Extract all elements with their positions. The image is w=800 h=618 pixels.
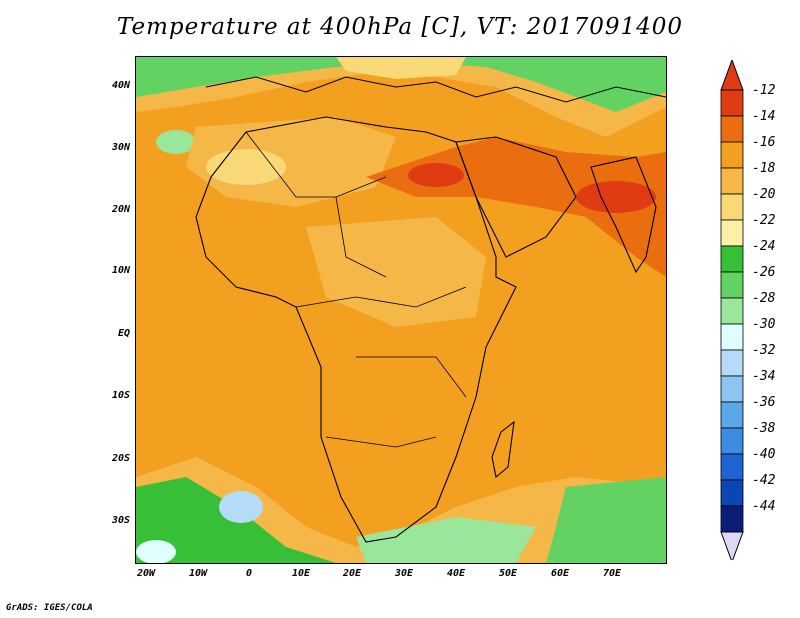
- lat-label-10s: 10S: [111, 390, 130, 401]
- colorbar-box: [720, 505, 744, 533]
- colorbar-level-label: -18: [752, 161, 776, 176]
- field-sahara-yellow: [206, 149, 286, 185]
- colorbar-level-label: -16: [752, 135, 776, 150]
- colorbar-box: [720, 245, 744, 273]
- colorbar: [720, 60, 744, 560]
- europe-coast: [205, 76, 666, 103]
- lat-label-30n: 30N: [111, 142, 130, 153]
- colorbar-box: [720, 89, 744, 117]
- lon-label-10w: 10W: [188, 568, 208, 579]
- colorbar-box: [720, 115, 744, 143]
- colorbar-level-label: -20: [752, 187, 776, 202]
- india-outline: [590, 156, 657, 274]
- field-south-green-center: [356, 517, 536, 563]
- madagascar-outline: [491, 420, 515, 479]
- colorbar-level-label: -36: [752, 395, 776, 410]
- colorbar-box: [720, 453, 744, 481]
- lon-label-60e: 60E: [550, 568, 570, 579]
- africa-outline: [195, 116, 517, 543]
- colorbar-bottom-arrow: [720, 531, 744, 560]
- lat-label-20s: 20S: [111, 453, 130, 464]
- arabia-outline: [455, 136, 577, 258]
- lat-label-40n: 40N: [111, 80, 130, 91]
- colorbar-box: [720, 427, 744, 455]
- field-cold-core: [219, 491, 263, 523]
- colorbar-level-label: -28: [752, 291, 776, 306]
- map-field: [136, 57, 666, 563]
- temperature-map: [135, 56, 667, 564]
- colorbar-level-label: -40: [752, 447, 776, 462]
- colorbar-top-arrow: [720, 60, 744, 91]
- colorbar-level-label: -22: [752, 213, 776, 228]
- lon-label-0: 0: [245, 568, 253, 579]
- field-cold-sw: [136, 540, 176, 563]
- colorbar-level-label: -12: [752, 83, 776, 98]
- colorbar-level-label: -26: [752, 265, 776, 280]
- lon-label-30e: 30E: [394, 568, 414, 579]
- lon-label-40e: 40E: [446, 568, 466, 579]
- colorbar-box: [720, 323, 744, 351]
- lat-label-30s: 30S: [111, 515, 130, 526]
- colorbar-level-label: -44: [752, 499, 776, 514]
- field-atlas-green: [156, 130, 196, 154]
- lat-label-eq: EQ: [117, 328, 130, 339]
- country-borders: [245, 131, 467, 448]
- colorbar-box: [720, 349, 744, 377]
- colorbar-box: [720, 401, 744, 429]
- lon-label-20e: 20E: [342, 568, 362, 579]
- field-hot-core-egypt: [408, 163, 464, 187]
- field-hot-core-india: [576, 181, 656, 213]
- lat-label-20n: 20N: [111, 204, 130, 215]
- lon-label-10e: 10E: [291, 568, 311, 579]
- field-south-green-east: [546, 477, 666, 563]
- lat-label-10n: 10N: [111, 265, 130, 276]
- colorbar-box: [720, 193, 744, 221]
- colorbar-level-label: -14: [752, 109, 776, 124]
- colorbar-level-label: -30: [752, 317, 776, 332]
- lon-label-20w: 20W: [136, 568, 156, 579]
- colorbar-level-label: -24: [752, 239, 776, 254]
- colorbar-level-label: -38: [752, 421, 776, 436]
- field-north-yellow: [336, 57, 466, 79]
- colorbar-box: [720, 375, 744, 403]
- field-central-light: [306, 217, 486, 327]
- colorbar-level-label: -42: [752, 473, 776, 488]
- colorbar-level-label: -34: [752, 369, 776, 384]
- field-north-green: [136, 57, 666, 112]
- colorbar-box: [720, 141, 744, 169]
- colorbar-box: [720, 219, 744, 247]
- colorbar-box: [720, 479, 744, 507]
- footer-credit: GrADS: IGES/COLA: [6, 603, 93, 613]
- colorbar-box: [720, 271, 744, 299]
- colorbar-box: [720, 167, 744, 195]
- colorbar-boxes: [720, 60, 744, 560]
- colorbar-box: [720, 297, 744, 325]
- chart-title: Temperature at 400hPa [C], VT: 201709140…: [116, 14, 684, 40]
- colorbar-level-label: -32: [752, 343, 776, 358]
- lon-label-50e: 50E: [498, 568, 518, 579]
- lon-label-70e: 70E: [602, 568, 622, 579]
